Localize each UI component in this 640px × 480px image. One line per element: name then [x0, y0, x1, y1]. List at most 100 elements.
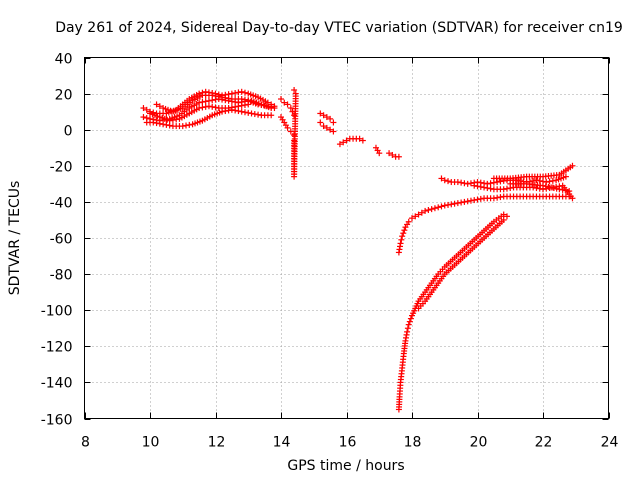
data-point — [327, 126, 334, 133]
data-point — [445, 201, 452, 208]
data-point — [487, 180, 494, 187]
data-point — [241, 89, 248, 96]
x-tick-label: 22 — [535, 435, 553, 451]
data-point — [441, 177, 448, 184]
data-point — [359, 137, 366, 144]
data-point — [199, 104, 206, 111]
x-axis-label: GPS time / hours — [287, 458, 404, 474]
x-tick-label: 18 — [404, 435, 422, 451]
data-point — [497, 194, 504, 201]
data-point — [533, 185, 540, 192]
data-point — [407, 315, 414, 322]
data-point — [471, 182, 478, 189]
data-point — [255, 111, 262, 118]
data-point — [481, 184, 488, 191]
x-tick-label: 24 — [601, 435, 619, 451]
data-point — [533, 177, 540, 184]
data-point — [225, 95, 232, 102]
y-tick-label: -120 — [41, 340, 73, 356]
data-point — [503, 213, 510, 220]
data-point — [320, 123, 327, 130]
data-point — [517, 177, 524, 184]
data-point — [553, 185, 560, 192]
data-point — [245, 97, 252, 104]
data-point — [268, 112, 275, 119]
data-point — [209, 92, 216, 99]
data-point — [556, 186, 563, 193]
data-point — [235, 103, 242, 110]
data-point — [238, 96, 245, 103]
data-point — [241, 109, 248, 116]
data-point — [458, 199, 465, 206]
data-point — [467, 180, 474, 187]
data-point — [225, 105, 232, 112]
data-point — [238, 88, 245, 95]
data-point — [291, 86, 298, 93]
data-point — [545, 183, 552, 190]
data-point — [268, 105, 275, 112]
x-tick-label: 16 — [339, 435, 357, 451]
data-point — [500, 211, 507, 218]
data-point — [542, 183, 549, 190]
data-point — [205, 97, 212, 104]
y-tick-label: 20 — [55, 88, 73, 104]
x-tick-label: 12 — [208, 435, 226, 451]
data-point — [562, 173, 569, 180]
data-point — [530, 177, 537, 184]
y-tick-label: -20 — [50, 160, 73, 176]
data-point — [451, 200, 458, 207]
data-point — [179, 123, 186, 130]
y-axis-label: SDTVAR / TECUs — [7, 181, 23, 296]
data-point — [441, 202, 448, 209]
data-point — [454, 179, 461, 186]
data-point — [235, 89, 242, 96]
data-point — [418, 209, 425, 216]
data-point — [156, 103, 163, 110]
data-point — [474, 196, 481, 203]
data-point — [546, 178, 553, 185]
data-point — [340, 139, 347, 146]
data-point — [317, 110, 324, 117]
data-point — [199, 99, 206, 106]
data-point — [477, 195, 484, 202]
data-point — [503, 185, 510, 192]
data-point — [241, 96, 248, 103]
data-point — [409, 215, 415, 222]
data-point — [500, 186, 507, 193]
data-point — [291, 132, 298, 139]
data-point — [405, 218, 412, 225]
data-point — [330, 119, 337, 126]
data-point — [484, 185, 491, 192]
data-point — [238, 102, 245, 109]
data-point — [458, 179, 465, 186]
data-point — [559, 186, 566, 193]
data-point — [241, 102, 248, 109]
data-point — [404, 328, 411, 335]
data-point — [140, 114, 147, 121]
x-tick-label: 8 — [81, 435, 90, 451]
data-point — [464, 198, 471, 205]
data-point — [404, 325, 411, 332]
data-point — [487, 185, 494, 192]
data-point — [395, 153, 402, 160]
data-point — [228, 90, 235, 97]
y-tick-label: 40 — [55, 52, 73, 68]
data-point — [251, 111, 258, 118]
y-tick-label: -80 — [50, 268, 73, 284]
data-point — [445, 178, 452, 185]
data-point — [205, 103, 212, 110]
data-point — [215, 93, 222, 100]
y-tick-label: -60 — [50, 232, 73, 248]
x-tick-label: 10 — [142, 435, 160, 451]
chart-title: Day 261 of 2024, Sidereal Day-to-day VTE… — [55, 20, 623, 36]
data-point — [327, 115, 334, 122]
data-point — [435, 204, 442, 211]
data-point — [500, 216, 507, 223]
data-point — [401, 227, 408, 234]
data-point — [464, 180, 471, 187]
data-point — [196, 105, 203, 112]
data-point — [428, 206, 435, 213]
data-point — [494, 194, 501, 201]
data-point — [153, 101, 160, 108]
data-point — [287, 105, 294, 112]
